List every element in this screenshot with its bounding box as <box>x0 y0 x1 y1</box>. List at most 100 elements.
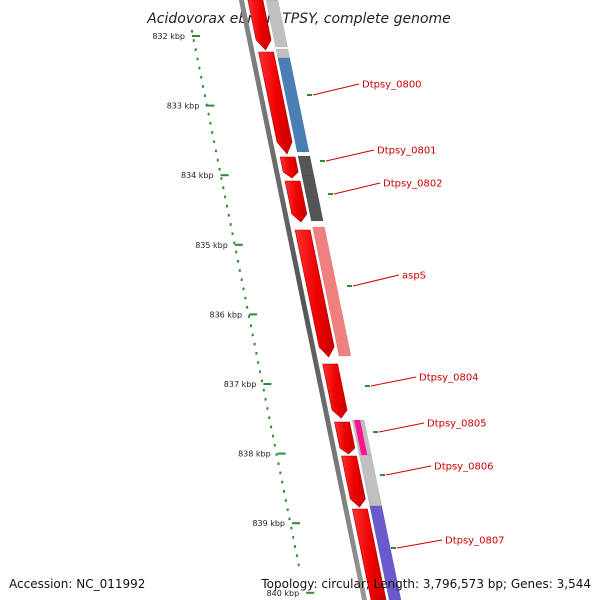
gc-dot <box>227 214 230 217</box>
gc-dot <box>244 296 247 300</box>
gc-dot <box>211 131 214 134</box>
gene-leader-tick <box>320 160 325 162</box>
tick-mark <box>263 383 272 385</box>
gc-dot <box>281 480 284 484</box>
gene-label: Dtpsy_0807 <box>445 536 505 547</box>
gc-dot <box>203 94 206 97</box>
gc-dot <box>194 48 197 51</box>
gc-dot <box>264 398 267 401</box>
gene-labels: Dtpsy_0800 Dtpsy_0801 Dtpsy_0802 aspS Dtpsy_… <box>307 80 505 549</box>
feature-block <box>297 155 315 177</box>
kbp-axis: 832 kbp 833 kbp 834 kbp 835 kbp 836 kbp 837 k… <box>152 32 315 598</box>
gene-leader-tick <box>373 431 378 433</box>
gene-leader-line <box>325 149 375 162</box>
gene-leader-tick <box>307 94 312 96</box>
feature-block <box>369 505 402 600</box>
gc-dot <box>277 462 280 465</box>
gc-dot <box>246 306 249 309</box>
gc-dot <box>255 352 258 355</box>
gene-arrow <box>258 51 293 155</box>
feature-block <box>277 57 310 153</box>
gc-dot <box>294 545 296 548</box>
accession-text: Accession: NC_011992 <box>9 577 146 591</box>
feature-block <box>265 0 288 48</box>
gene-leader-line <box>378 422 425 433</box>
gc-dot <box>218 168 221 171</box>
gene-leader-tick <box>391 547 396 549</box>
tick-label: 836 kbp <box>209 310 242 319</box>
gene-leader-line <box>312 83 360 96</box>
gc-dot <box>214 149 217 153</box>
gene-arrow <box>322 363 348 419</box>
gc-dot <box>242 287 245 291</box>
gc-dot <box>224 195 227 199</box>
gene-arrow <box>352 508 387 600</box>
backbone-track <box>238 0 368 600</box>
gc-dot <box>249 324 252 327</box>
gc-dot <box>257 361 260 364</box>
gc-dot <box>290 526 293 530</box>
tick-label: 838 kbp <box>238 450 271 459</box>
gene-leader-tick <box>328 193 333 195</box>
gc-dot <box>233 241 236 245</box>
tick-mark <box>306 591 315 594</box>
tick-mark <box>220 174 229 177</box>
tick-label: 840 kbp <box>267 589 300 598</box>
gc-dot <box>295 554 298 557</box>
gene-leader-line <box>333 182 381 195</box>
tick-mark <box>249 313 258 316</box>
gc-dot <box>202 85 204 88</box>
map-title: Acidovorax ebreus TPSY, complete genome <box>146 11 451 27</box>
gc-dot <box>283 490 285 493</box>
feature-track <box>265 0 402 600</box>
gene-leader-tick <box>347 285 352 287</box>
gc-dot <box>240 278 243 281</box>
gene-arrow <box>284 180 308 223</box>
feature-block <box>312 226 352 357</box>
gene-leader-line <box>370 376 417 387</box>
gene-arrow <box>341 455 366 508</box>
gc-dot <box>259 370 262 373</box>
gc-dot <box>251 333 254 337</box>
gc-dot <box>200 76 203 79</box>
gc-dot <box>260 379 263 383</box>
gene-leader-line <box>385 465 432 476</box>
gc-dot <box>207 112 210 116</box>
gc-dot <box>235 250 238 254</box>
gc-dot <box>273 444 276 447</box>
gene-leader-line <box>352 274 400 287</box>
feature-block <box>301 175 324 222</box>
gene-label: Dtpsy_0801 <box>377 146 437 157</box>
gene-label: Dtpsy_0804 <box>419 373 479 384</box>
gc-dot <box>216 158 219 162</box>
gc-dot <box>288 517 291 521</box>
tick-label: 833 kbp <box>167 102 200 111</box>
gc-dot <box>222 186 225 189</box>
gene-label: Dtpsy_0806 <box>434 462 494 473</box>
tick-label: 839 kbp <box>252 519 285 528</box>
gene-label: aspS <box>402 271 426 282</box>
gene-arrow <box>247 0 272 51</box>
gene-arrow <box>334 421 356 455</box>
tick-label: 837 kbp <box>224 380 257 389</box>
gc-dot <box>253 342 256 346</box>
gene-arrow <box>294 229 335 358</box>
gc-content-track <box>191 30 300 567</box>
gc-dot <box>231 232 234 235</box>
gene-label: Dtpsy_0800 <box>362 80 422 91</box>
gene-label: Dtpsy_0802 <box>383 179 443 190</box>
gene-leader-line <box>396 539 443 549</box>
gene-arrow <box>279 156 299 179</box>
gc-dot <box>220 177 223 180</box>
tick-mark <box>292 522 300 525</box>
gc-dot <box>213 140 216 143</box>
gc-dot <box>286 508 289 511</box>
gc-dot <box>237 260 239 263</box>
gc-dot <box>238 269 241 272</box>
gc-dot <box>292 536 295 539</box>
tick-mark <box>277 452 286 455</box>
gc-dot <box>284 499 287 502</box>
gc-dot <box>209 122 212 125</box>
gc-dot <box>266 407 269 410</box>
